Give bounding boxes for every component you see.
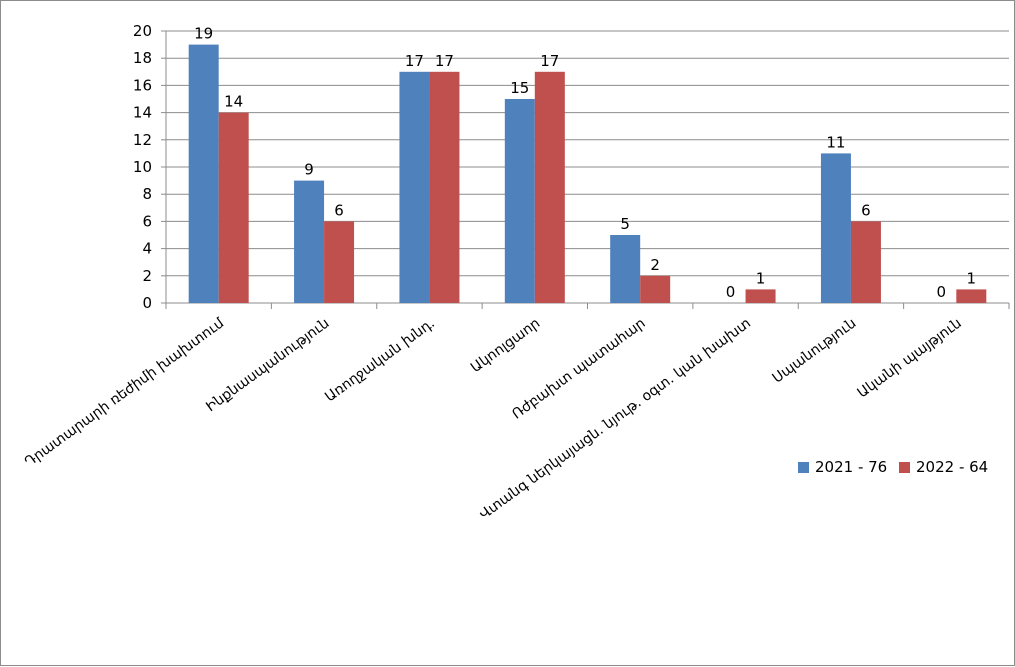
data-label: 2 bbox=[650, 256, 660, 274]
bar-series-2 bbox=[429, 71, 460, 303]
category-label: Առողջական խնդ. bbox=[322, 315, 438, 405]
gridlines bbox=[166, 30, 1009, 277]
category-label: Ականի պայթյուն bbox=[855, 315, 965, 401]
data-label: 11 bbox=[826, 133, 845, 151]
legend-label: 2021 - 76 bbox=[815, 458, 887, 476]
category-label: Ակոոլցաոր bbox=[468, 315, 543, 376]
bar-series-1 bbox=[820, 153, 851, 303]
legend: 2021 - 76 2022 - 64 bbox=[798, 458, 988, 476]
y-tick-label: 2 bbox=[142, 267, 152, 285]
y-tick-label: 4 bbox=[142, 240, 152, 258]
data-label: 0 bbox=[937, 283, 947, 301]
data-label: 19 bbox=[194, 25, 213, 43]
category-label: Դրատարարի ռեժիմի խախտում bbox=[22, 315, 228, 471]
y-tick-label: 6 bbox=[142, 212, 152, 230]
bar-series-2 bbox=[640, 275, 671, 303]
data-label: 5 bbox=[620, 215, 630, 233]
y-tick-label: 10 bbox=[133, 158, 152, 176]
category-labels: Դրատարարի ռեժիմի խախտումԻնքնասպանություն… bbox=[22, 315, 965, 523]
y-tick-label: 8 bbox=[142, 185, 152, 203]
y-tick-label: 20 bbox=[133, 22, 152, 40]
data-label: 6 bbox=[861, 201, 871, 219]
legend-swatch bbox=[899, 462, 910, 473]
y-tick-label: 18 bbox=[133, 49, 152, 67]
y-tick-label: 0 bbox=[142, 294, 152, 312]
data-label: 15 bbox=[510, 79, 529, 97]
data-label: 0 bbox=[726, 283, 736, 301]
bar-series-1 bbox=[294, 180, 325, 303]
bar-series-2 bbox=[534, 71, 565, 303]
data-label: 1 bbox=[967, 269, 977, 287]
bar-series-2 bbox=[218, 112, 249, 303]
bar-series-2 bbox=[956, 289, 987, 303]
legend-swatch bbox=[798, 462, 809, 473]
data-label: 14 bbox=[224, 93, 243, 111]
bar-series-2 bbox=[850, 221, 881, 303]
y-tick-label: 16 bbox=[133, 76, 152, 94]
bar-series-1 bbox=[610, 235, 641, 303]
y-tick-label: 14 bbox=[133, 104, 152, 122]
data-label: 9 bbox=[304, 161, 314, 179]
bars bbox=[188, 44, 987, 303]
data-label: 17 bbox=[435, 52, 454, 70]
data-label: 1 bbox=[756, 269, 766, 287]
bar-series-1 bbox=[188, 44, 219, 303]
legend-label: 2022 - 64 bbox=[916, 458, 988, 476]
category-label: Սպանություն bbox=[770, 315, 860, 386]
bar-series-2 bbox=[324, 221, 355, 303]
data-label: 17 bbox=[405, 52, 424, 70]
bar-series-1 bbox=[399, 71, 430, 303]
data-label: 6 bbox=[334, 201, 344, 219]
bar-series-2 bbox=[745, 289, 776, 303]
data-label: 17 bbox=[540, 52, 559, 70]
bar-series-1 bbox=[504, 99, 535, 303]
y-tick-label: 12 bbox=[133, 131, 152, 149]
